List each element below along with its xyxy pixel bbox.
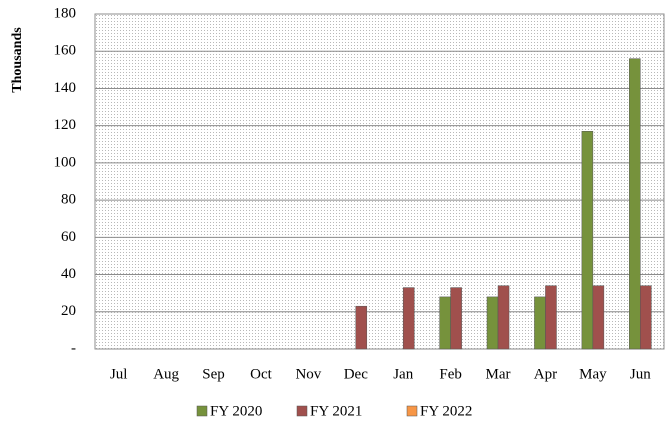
x-tick-label: Jan bbox=[393, 366, 413, 382]
bar bbox=[581, 131, 594, 350]
y-axis-label: Thousands bbox=[10, 27, 25, 93]
bar bbox=[640, 285, 652, 350]
y-tick-label: 120 bbox=[54, 117, 77, 133]
bar bbox=[402, 287, 415, 350]
x-tick-label: Nov bbox=[295, 366, 321, 382]
x-tick-label: Dec bbox=[344, 366, 368, 382]
x-tick-label: May bbox=[579, 366, 607, 382]
y-tick-label: 140 bbox=[54, 80, 77, 96]
y-tick-label: 40 bbox=[61, 266, 76, 282]
legend-swatch bbox=[406, 405, 418, 417]
bar bbox=[545, 285, 557, 350]
x-tick-label: Jul bbox=[110, 366, 128, 382]
legend-swatch bbox=[196, 405, 208, 417]
x-tick-label: Sep bbox=[202, 366, 225, 382]
x-tick-label: Oct bbox=[250, 366, 272, 382]
y-tick-label: 80 bbox=[61, 192, 76, 208]
y-tick-label: 100 bbox=[54, 154, 77, 170]
bar bbox=[486, 296, 499, 350]
x-tick-label: Aug bbox=[153, 366, 179, 382]
y-tick-label: 160 bbox=[54, 43, 77, 59]
x-tick-label: Feb bbox=[439, 366, 462, 382]
bar bbox=[534, 296, 546, 350]
y-tick-label: - bbox=[71, 340, 76, 356]
legend-label: FY 2020 bbox=[210, 403, 262, 419]
bar bbox=[592, 285, 605, 350]
bar bbox=[497, 285, 510, 350]
legend-label: FY 2022 bbox=[420, 403, 472, 419]
legend-label: FY 2021 bbox=[310, 403, 362, 419]
bar bbox=[629, 58, 641, 350]
x-tick-label: Jun bbox=[630, 366, 651, 382]
bar bbox=[355, 305, 368, 350]
y-tick-label: 180 bbox=[54, 5, 77, 21]
bar bbox=[450, 287, 462, 350]
plot-area bbox=[94, 13, 665, 350]
y-tick-label: 60 bbox=[61, 229, 76, 245]
bar bbox=[439, 296, 451, 350]
x-tick-label: Apr bbox=[534, 366, 557, 382]
y-tick-label: 20 bbox=[61, 303, 76, 319]
x-tick-label: Mar bbox=[486, 366, 511, 382]
legend-swatch bbox=[296, 405, 308, 417]
